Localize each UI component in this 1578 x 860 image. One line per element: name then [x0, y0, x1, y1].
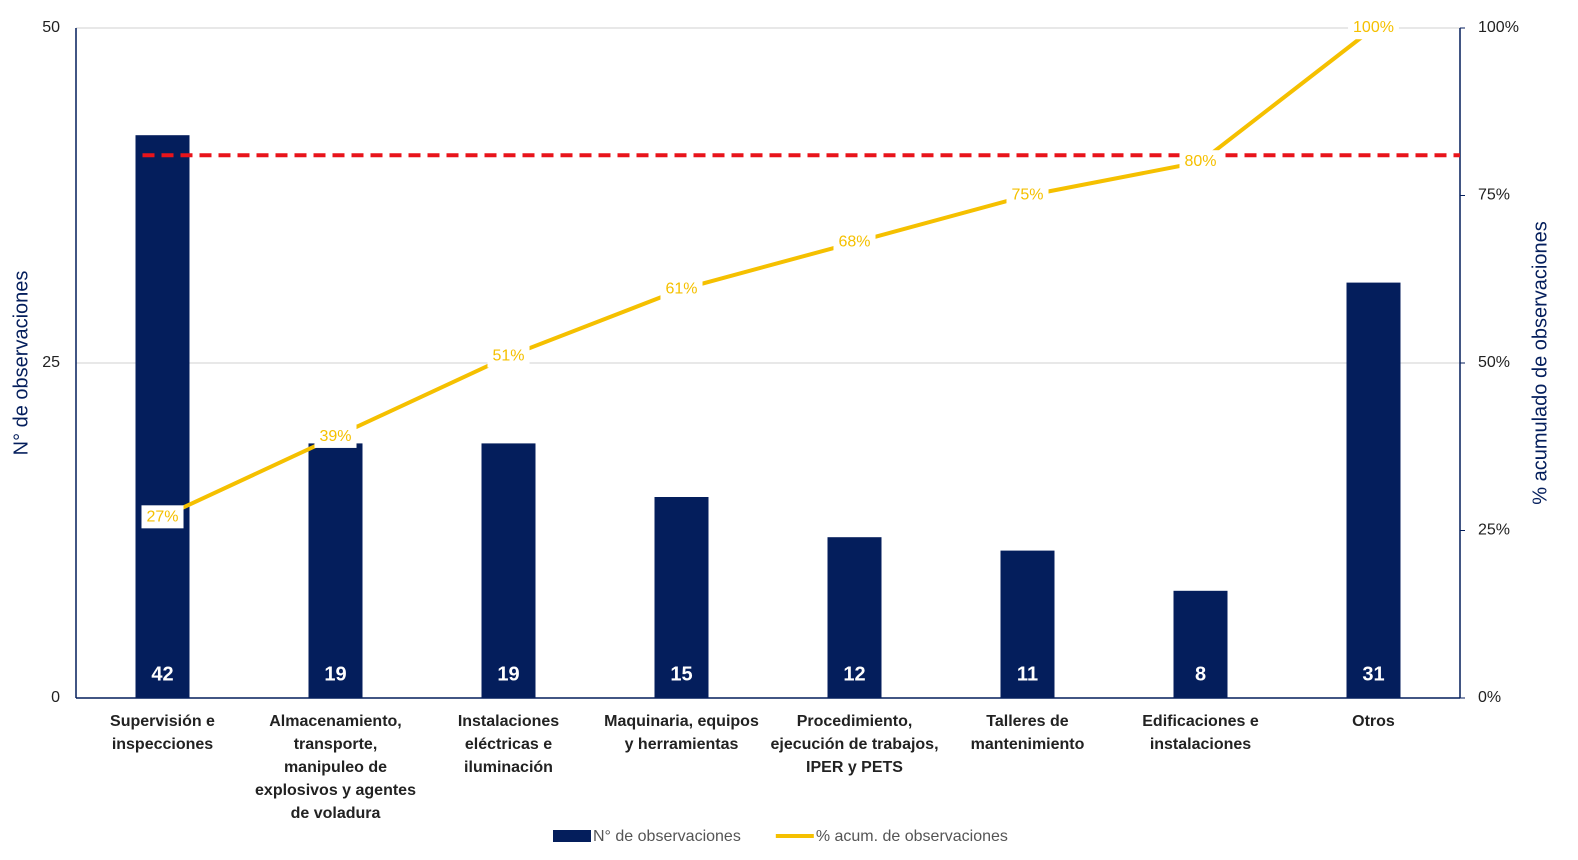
line-value-label: 51%	[492, 348, 524, 365]
bar	[1346, 282, 1401, 698]
bar	[654, 497, 709, 698]
legend-swatch	[553, 830, 591, 842]
x-tick-label: Otros	[1352, 713, 1395, 730]
bar-value-label: 11	[1017, 663, 1038, 685]
line-value-label: 75%	[1011, 187, 1043, 204]
line-value-label-bg	[833, 230, 876, 254]
y2-tick-label: 100%	[1478, 19, 1519, 36]
line-value-label-bg	[660, 277, 703, 301]
line-value-label: 61%	[665, 281, 697, 298]
x-tick-label: Instalaciones eléctricas e iluminación	[458, 713, 559, 776]
bar-value-label: 42	[151, 663, 173, 685]
x-tick-label: Talleres de mantenimiento	[971, 713, 1085, 753]
x-tick-label: Edificaciones e instalaciones	[1142, 713, 1259, 753]
y-tick-label: 0	[51, 689, 60, 706]
line-value-label: 80%	[1184, 153, 1216, 170]
y-axis-title: N° de observaciones	[10, 271, 32, 456]
bar	[1000, 550, 1055, 698]
bar-value-label: 12	[843, 663, 865, 685]
line-value-label-bg	[1006, 183, 1049, 207]
line-value-label: 39%	[319, 428, 351, 445]
line	[161, 26, 1375, 519]
bar-value-label: 8	[1195, 663, 1206, 685]
legend-label: % acum. de observaciones	[816, 828, 1008, 845]
y-tick-label: 50	[42, 19, 60, 36]
bar	[827, 537, 882, 698]
line-value-label: 68%	[838, 234, 870, 251]
bar-value-label: 15	[670, 663, 692, 685]
bar	[308, 443, 363, 698]
x-tick-label: Supervisión e inspecciones	[110, 713, 215, 753]
x-tick-label: Maquinaria, equipos y herramientas	[604, 713, 759, 753]
bar-value-label: 31	[1362, 663, 1384, 685]
bar	[135, 135, 190, 698]
bar-value-label: 19	[324, 663, 346, 685]
line-value-label-bg	[141, 505, 184, 529]
bar	[481, 443, 536, 698]
y-tick-label: 25	[42, 354, 60, 371]
line-value-label-bg	[1179, 150, 1222, 174]
y2-tick-label: 0%	[1478, 689, 1501, 706]
bar	[1173, 590, 1228, 698]
line-value-label: 100%	[1353, 19, 1394, 36]
x-tick-label: Procedimiento, ejecución de trabajos, IPER…	[770, 713, 938, 776]
y2-tick-label: 25%	[1478, 522, 1510, 539]
line-value-label-bg	[1348, 16, 1399, 40]
line-value-label: 27%	[146, 508, 178, 525]
line-value-label-bg	[487, 344, 530, 368]
bar-value-label: 19	[497, 663, 519, 685]
y2-tick-label: 50%	[1478, 354, 1510, 371]
y2-tick-label: 75%	[1478, 187, 1510, 204]
y2-axis-title: % acumulado de observaciones	[1529, 221, 1551, 505]
x-tick-label: Almacenamiento, transporte, manipuleo de ex…	[255, 713, 416, 822]
line-value-label-bg	[314, 424, 357, 448]
legend-label: N° de observaciones	[593, 828, 741, 845]
